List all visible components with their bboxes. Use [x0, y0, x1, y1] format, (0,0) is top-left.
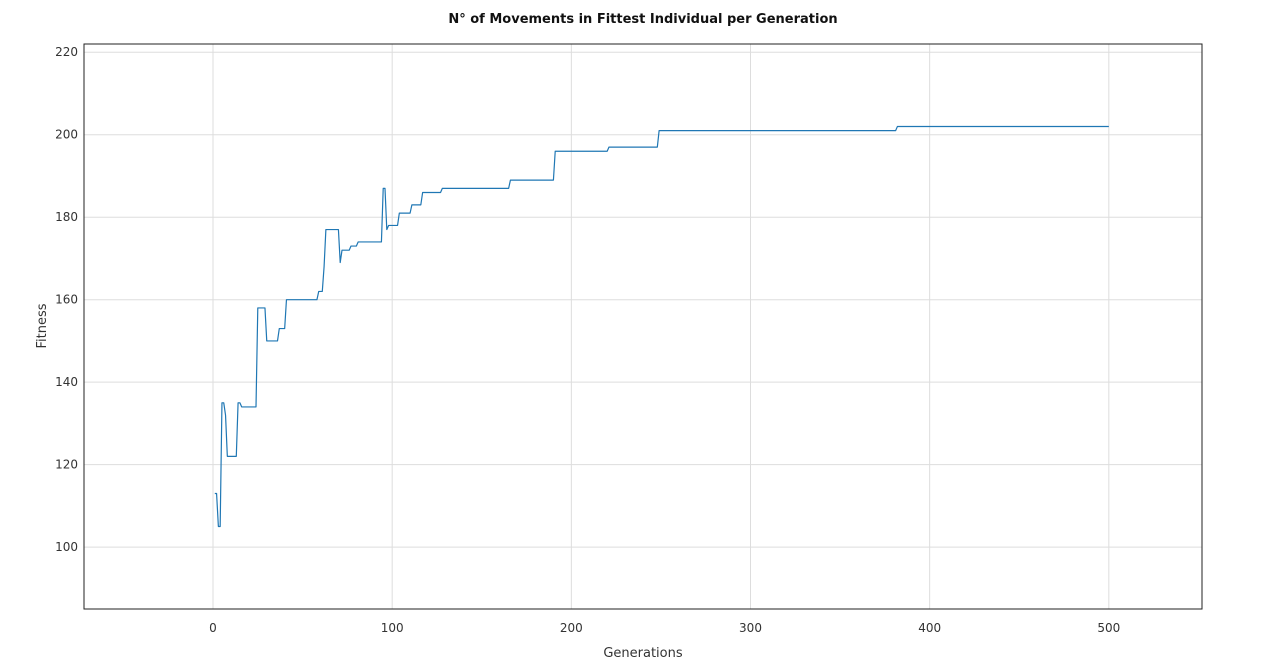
y-tick-label: 180 [55, 210, 78, 224]
y-tick-label: 100 [55, 540, 78, 554]
series-line [214, 125, 1109, 528]
y-tick-label: 220 [55, 45, 78, 59]
y-tick-label: 140 [55, 375, 78, 389]
y-axis-label: Fitness [35, 303, 50, 348]
x-axis-label: Generations [603, 646, 683, 661]
y-tick-label: 200 [55, 128, 78, 142]
plot-frame [83, 43, 1203, 610]
x-tick-label: 500 [1097, 621, 1120, 635]
series-layer [214, 125, 1109, 528]
grid-lines [84, 44, 1202, 609]
tick-labels: 0 100 200 300 400 500 100 120 140 160 180 200 220 [55, 45, 1120, 635]
y-tick-label: 160 [55, 293, 78, 307]
y-tick-label: 120 [55, 458, 78, 472]
x-tick-label: 0 [209, 621, 217, 635]
x-tick-label: 300 [739, 621, 762, 635]
chart-title: N° of Movements in Fittest Individual pe… [448, 12, 838, 27]
x-tick-label: 400 [918, 621, 941, 635]
x-tick-label: 200 [560, 621, 583, 635]
x-tick-label: 100 [381, 621, 404, 635]
